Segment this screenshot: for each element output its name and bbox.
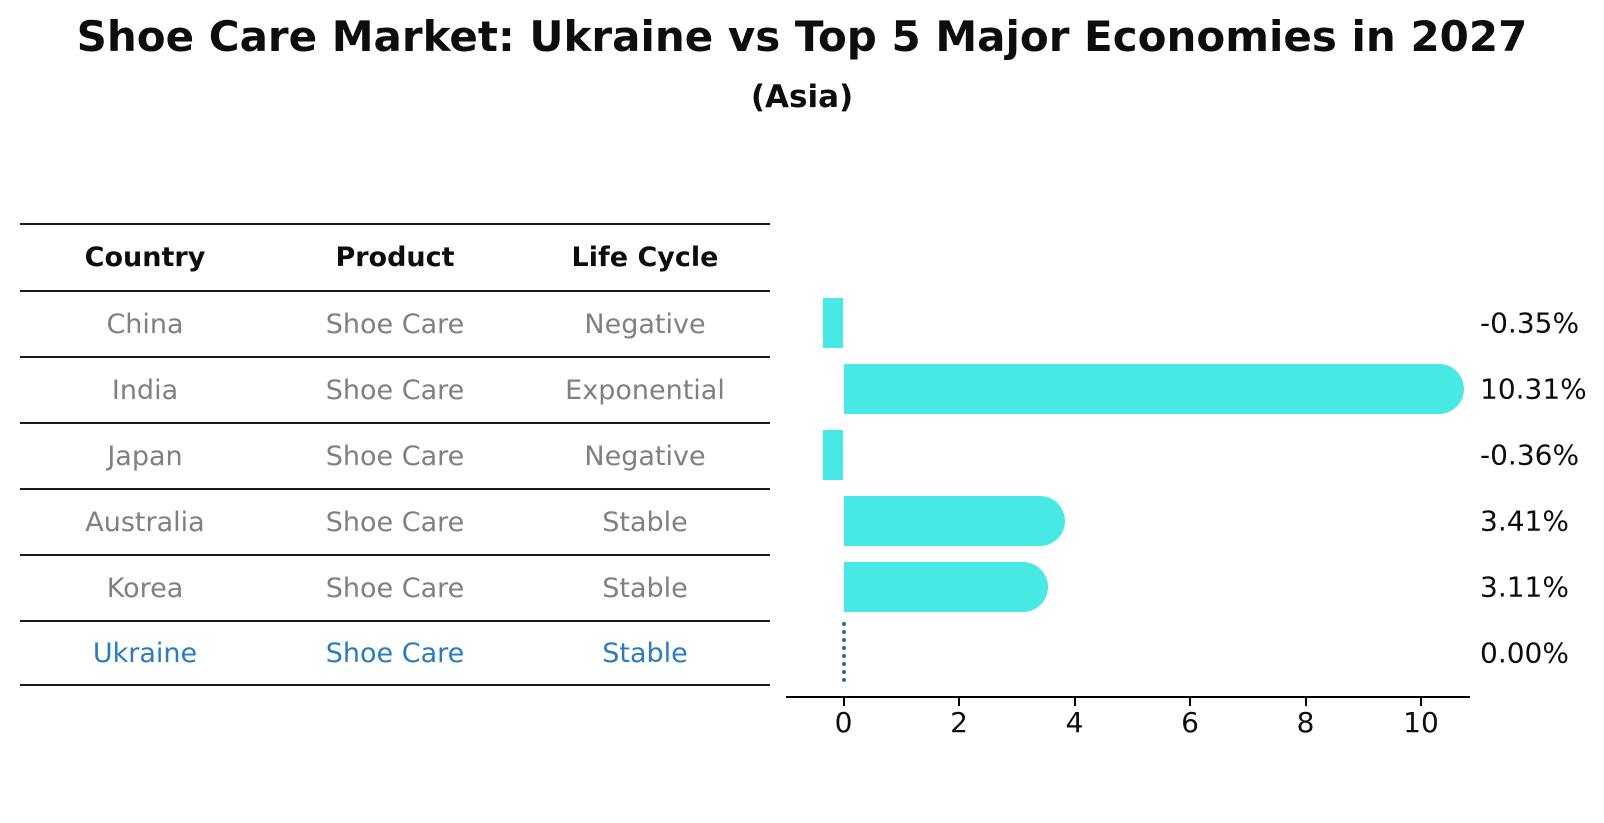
x-tick-label-10: 10 (1403, 706, 1439, 739)
x-tick-label-2: 2 (950, 706, 968, 739)
cell-product: Shoe Care (325, 637, 465, 669)
x-tick-label-8: 8 (1296, 706, 1315, 739)
chart-subtitle: (Asia) (750, 79, 854, 115)
x-tick-mark-2 (958, 698, 960, 706)
value-label-japan: -0.36% (1480, 438, 1580, 472)
bar-australia (843, 496, 1066, 546)
cell-country: India (111, 374, 179, 406)
column-header-country: Country (84, 242, 206, 273)
x-tick-label-4: 4 (1065, 706, 1084, 739)
bar-japan (822, 430, 844, 480)
table-row-japan: Japan Shoe Care Negative (20, 422, 770, 488)
table-row-korea: Korea Shoe Care Stable (20, 554, 770, 620)
zero-value-dotted-line-ukraine (841, 622, 846, 682)
table-body: China Shoe Care Negative India Shoe Care Expo… (20, 290, 770, 686)
cell-product: Shoe Care (325, 308, 465, 340)
bar-china (823, 298, 844, 348)
cell-life-cycle: Stable (602, 637, 688, 669)
bar-korea (843, 562, 1049, 612)
table-row-ukraine: Ukraine Shoe Care Stable (20, 620, 770, 686)
x-tick-mark-10 (1420, 698, 1422, 706)
x-axis-spine (786, 696, 1470, 698)
table-row-china: China Shoe Care Negative (20, 290, 770, 356)
comparison-table: Country Product Life Cycle China Shoe Care N… (20, 223, 770, 686)
value-label-australia: 3.41% (1480, 504, 1569, 538)
cell-product: Shoe Care (325, 440, 465, 472)
cell-country: Australia (85, 506, 205, 538)
value-label-ukraine: 0.00% (1480, 636, 1569, 670)
table-row-india: India Shoe Care Exponential (20, 356, 770, 422)
x-tick-mark-0 (842, 698, 845, 706)
cell-country: Japan (107, 440, 183, 472)
cell-product: Shoe Care (325, 506, 465, 538)
chart-title: Shoe Care Market: Ukraine vs Top 5 Major… (76, 12, 1528, 61)
x-tick-mark-8 (1304, 698, 1307, 706)
cell-product: Shoe Care (325, 374, 465, 406)
table-header-row: Country Product Life Cycle (20, 223, 770, 290)
cell-life-cycle: Exponential (565, 374, 725, 406)
x-tick-mark-6 (1189, 698, 1191, 706)
x-tick-mark-4 (1073, 698, 1076, 706)
cell-country: Korea (106, 572, 184, 604)
cell-country: Ukraine (92, 637, 198, 669)
column-header-life-cycle: Life Cycle (571, 242, 719, 273)
cell-product: Shoe Care (325, 572, 465, 604)
cell-life-cycle: Negative (584, 308, 706, 340)
cell-life-cycle: Stable (602, 506, 688, 538)
cell-country: China (106, 308, 184, 340)
value-label-china: -0.35% (1480, 306, 1580, 340)
cell-life-cycle: Stable (602, 572, 688, 604)
column-header-product: Product (335, 242, 455, 273)
bar-india (843, 364, 1464, 414)
value-label-india: 10.31% (1480, 372, 1587, 406)
x-tick-label-6: 6 (1181, 706, 1199, 739)
x-tick-label-0: 0 (834, 706, 853, 739)
table-row-australia: Australia Shoe Care Stable (20, 488, 770, 554)
cell-life-cycle: Negative (584, 440, 706, 472)
value-label-korea: 3.11% (1480, 570, 1569, 604)
